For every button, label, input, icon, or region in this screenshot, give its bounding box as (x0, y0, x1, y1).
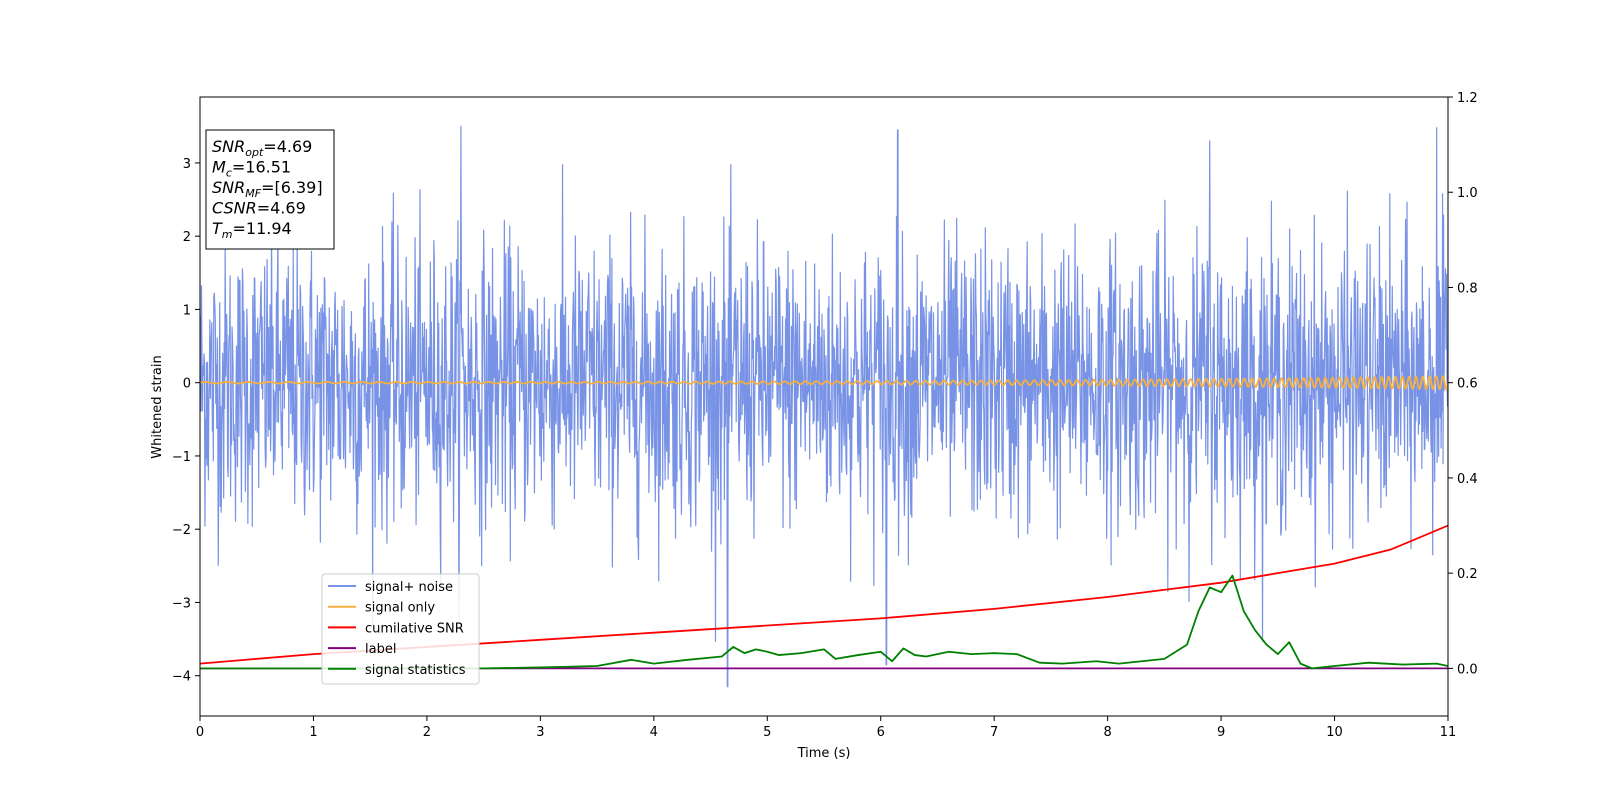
y-tick-label: −4 (172, 670, 191, 685)
series-line-signal-only (200, 375, 1448, 391)
info-box-line: Mc=16.51 (212, 158, 291, 180)
y-axis-title: Whitened strain (150, 355, 165, 458)
y2-tick-label: 0.6 (1457, 377, 1478, 392)
info-box-frame (205, 129, 335, 250)
x-tick-label: 11 (1440, 725, 1457, 740)
x-tick-label: 6 (877, 725, 885, 740)
y2-tick-label: 0.4 (1457, 472, 1478, 487)
x-tick-label: 7 (990, 725, 998, 740)
x-tick-label: 0 (196, 725, 204, 740)
x-axis-title: Time (s) (797, 746, 851, 761)
legend-label: label (365, 642, 396, 657)
info-box-line: SNRMF=[6.39] (212, 178, 323, 200)
y-tick-label: −1 (172, 450, 191, 465)
x-axis: 0 1 2 3 4 5 6 7 8 9 10 11 (196, 716, 1456, 740)
y2-tick-label: 0.8 (1457, 281, 1478, 296)
series-line-signal-noise (200, 125, 1448, 688)
y2-tick-label: 1.0 (1457, 186, 1478, 201)
info-box: SNRopt=4.69Mc=16.51SNRMF=[6.39]CSNR=4.69… (205, 129, 335, 250)
y2-tick-label: 0.0 (1457, 662, 1478, 677)
x-tick-label: 3 (536, 725, 544, 740)
legend-label: signal statistics (365, 663, 466, 678)
y-tick-label: 0 (183, 377, 191, 392)
plot-frame (199, 96, 1449, 717)
y2-tick-label: 0.2 (1457, 567, 1478, 582)
legend-label: cumilative SNR (365, 621, 464, 636)
x-tick-label: 1 (309, 725, 317, 740)
y-tick-label: 3 (183, 157, 191, 172)
series-line-signal-statistics (200, 574, 1448, 670)
legend: signal+ noise signal only cumilative SNR la… (321, 573, 480, 685)
y-tick-label: −2 (172, 523, 191, 538)
x-tick-label: 8 (1103, 725, 1111, 740)
y-tick-label: 2 (183, 230, 191, 245)
y-axis-right: 0.0 0.2 0.4 0.6 0.8 1.0 1.2 (1448, 91, 1478, 677)
x-tick-label: 4 (650, 725, 658, 740)
legend-frame (321, 573, 480, 685)
y-tick-label: −3 (172, 596, 191, 611)
y2-tick-label: 1.2 (1457, 91, 1478, 106)
info-box-line: SNRopt=4.69 (212, 137, 312, 159)
y-axis-left: −4 −3 −2 −1 0 1 2 3 (172, 157, 200, 685)
info-box-line: CSNR=4.69 (212, 199, 306, 218)
x-tick-label: 5 (763, 725, 771, 740)
legend-label: signal only (365, 601, 435, 616)
x-tick-label: 2 (423, 725, 431, 740)
y-tick-label: 1 (183, 303, 191, 318)
x-tick-label: 10 (1326, 725, 1343, 740)
legend-label: signal+ noise (365, 580, 453, 595)
x-tick-label: 9 (1217, 725, 1225, 740)
info-box-line: Tm=11.94 (212, 219, 292, 241)
